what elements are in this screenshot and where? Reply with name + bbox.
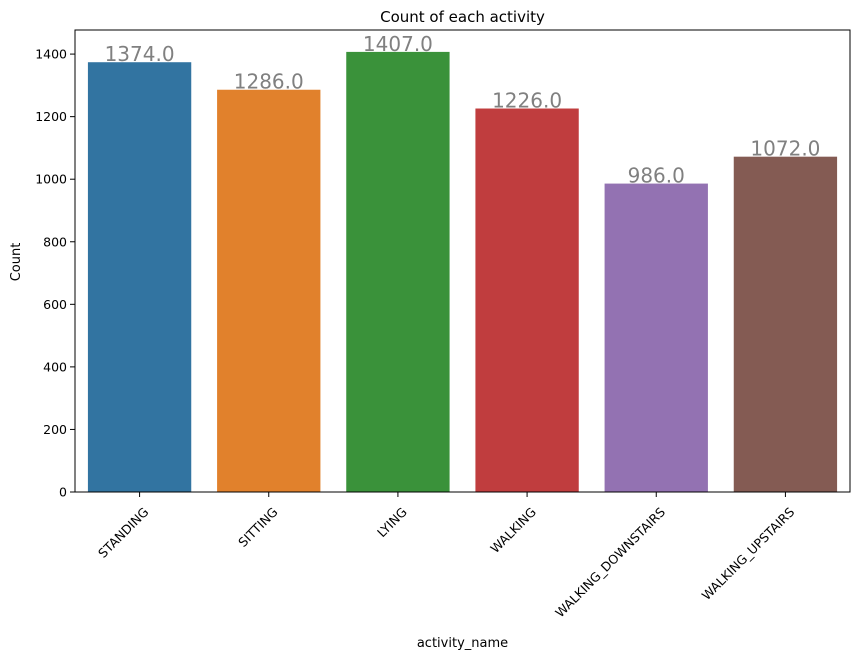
x-tick-label: LYING (374, 504, 410, 540)
data-label: 1226.0 (492, 89, 562, 113)
y-axis-label: Count (9, 243, 24, 282)
bar-sitting (217, 89, 321, 492)
data-label: 986.0 (628, 164, 685, 188)
y-tick-label: 1400 (35, 47, 67, 62)
y-tick-label: 400 (43, 359, 67, 374)
data-label: 1407.0 (363, 32, 433, 56)
x-tick-label: WALKING_UPSTAIRS (699, 504, 798, 603)
chart-title: Count of each activity (380, 8, 545, 26)
y-tick-label: 1000 (35, 172, 67, 187)
bar-walking-upstairs (733, 156, 838, 492)
bar-lying (346, 51, 450, 493)
data-label: 1286.0 (234, 70, 304, 94)
x-tick-label: WALKING (487, 504, 539, 556)
x-tick-label: SITTING (235, 504, 281, 550)
y-tick-label: 0 (59, 485, 67, 500)
y-tick-label: 600 (43, 297, 67, 312)
data-label: 1374.0 (105, 42, 175, 66)
bar-walking (475, 108, 579, 493)
bar-walking-downstairs (604, 183, 708, 492)
bar-standing (87, 62, 192, 492)
x-tick-label: WALKING_DOWNSTAIRS (552, 504, 668, 620)
y-tick-label: 200 (43, 422, 67, 437)
x-tick-label: STANDING (95, 504, 151, 560)
y-tick-label: 1200 (35, 109, 67, 124)
x-axis-label: activity_name (417, 636, 508, 651)
plot-frame (74, 29, 851, 493)
data-label: 1072.0 (750, 137, 820, 161)
y-tick-label: 800 (43, 234, 67, 249)
